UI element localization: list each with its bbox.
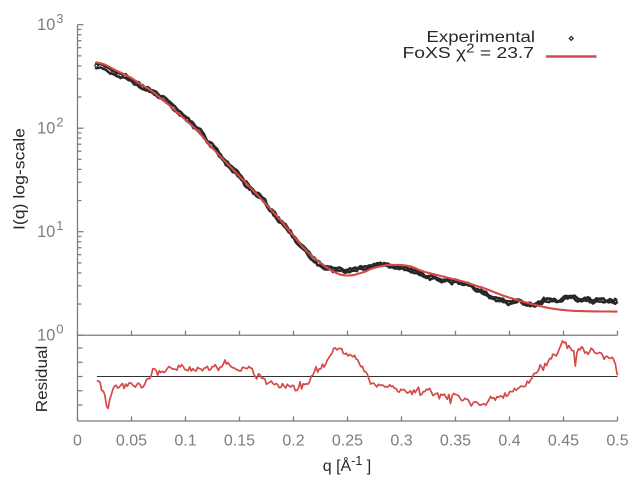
- svg-text:2: 2: [56, 115, 63, 130]
- svg-text:Experimental: Experimental: [427, 29, 536, 46]
- svg-text:10: 10: [37, 326, 55, 344]
- svg-text:3: 3: [56, 11, 63, 26]
- svg-text:0.4: 0.4: [498, 432, 520, 449]
- svg-text:0.35: 0.35: [440, 432, 471, 449]
- svg-text:0.1: 0.1: [174, 432, 196, 449]
- svg-text:0.3: 0.3: [390, 432, 412, 449]
- svg-text:I(q) log-scale: I(q) log-scale: [12, 128, 29, 230]
- svg-text:0: 0: [73, 432, 82, 449]
- svg-text:0.5: 0.5: [606, 432, 628, 449]
- svg-text:10: 10: [37, 223, 55, 241]
- svg-text:FoXS χ2 = 23.7: FoXS χ2 = 23.7: [403, 42, 535, 63]
- svg-text:0.25: 0.25: [332, 432, 363, 449]
- svg-text:Residual: Residual: [34, 346, 51, 413]
- svg-text:q [Å-1 ]: q [Å-1 ]: [323, 454, 371, 475]
- svg-text:0.05: 0.05: [116, 432, 147, 449]
- svg-text:10: 10: [37, 119, 55, 137]
- svg-text:0: 0: [56, 322, 63, 337]
- svg-text:10: 10: [37, 16, 55, 34]
- svg-text:0.45: 0.45: [548, 432, 579, 449]
- svg-text:0.15: 0.15: [224, 432, 255, 449]
- svg-text:1: 1: [56, 218, 63, 233]
- svg-text:0.2: 0.2: [282, 432, 304, 449]
